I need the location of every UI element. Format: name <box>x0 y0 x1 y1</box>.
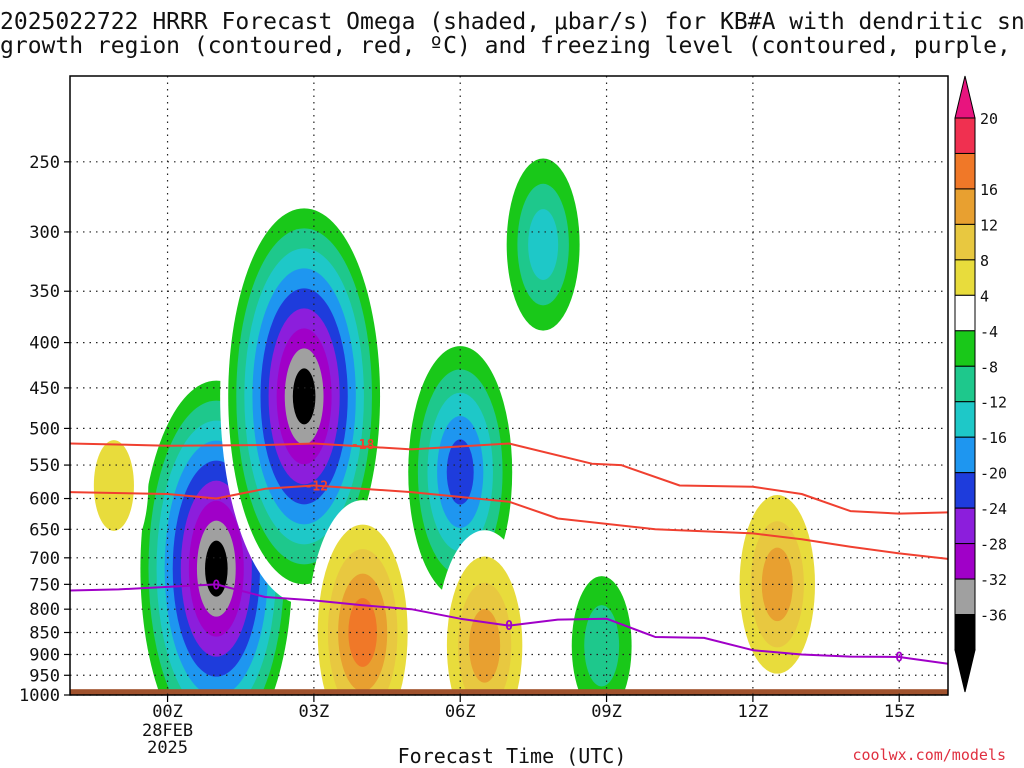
omega-shading <box>79 133 827 695</box>
omega-band <box>205 540 228 597</box>
x-tick-sublabel: 28FEB <box>142 721 193 741</box>
x-tick-label: 06Z <box>445 702 476 722</box>
omega-band <box>528 209 559 281</box>
colorbar-band <box>954 472 976 509</box>
colorbar-label: -32 <box>980 571 1007 589</box>
colorbar-label: -4 <box>980 323 998 341</box>
omega-region-descent-mid-6z <box>398 322 522 622</box>
omega-band <box>446 439 474 505</box>
x-tick-label: 12Z <box>738 702 769 722</box>
colorbar-band <box>954 188 976 225</box>
colorbar-label: -36 <box>980 607 1007 625</box>
colorbar-label: -16 <box>980 429 1007 447</box>
colorbar-band <box>954 543 976 580</box>
omega-band <box>292 368 316 425</box>
x-axis-label: Forecast Time (UTC) <box>397 744 627 768</box>
omega-region-descent-upper-8z <box>495 133 591 356</box>
contour-line--12 <box>70 484 948 560</box>
y-tick-label: 300 <box>29 223 60 243</box>
colorbar-band <box>954 294 976 332</box>
colorbar-label: -20 <box>980 465 1007 483</box>
colorbar-over-triangle <box>954 75 976 119</box>
colorbar-band <box>954 614 976 651</box>
colorbar-band <box>954 259 976 296</box>
contour-label: 0 <box>212 578 220 593</box>
contour-label: 0 <box>505 619 513 634</box>
y-tick-label: 850 <box>29 623 60 643</box>
colorbar-label: -28 <box>980 536 1007 554</box>
y-tick-label: 250 <box>29 153 60 173</box>
y-tick-label: 750 <box>29 575 60 595</box>
colorbar-label: -8 <box>980 358 998 376</box>
x-tick-label: 03Z <box>299 702 330 722</box>
omega-band <box>93 440 134 531</box>
surface-ground <box>70 689 948 695</box>
contour-label: -12 <box>305 479 328 494</box>
contour-line-0 <box>70 583 948 665</box>
colorbar-label: 4 <box>980 287 989 305</box>
x-tick-sublabel: 2025 <box>147 738 188 758</box>
y-tick-label: 600 <box>29 490 60 510</box>
chart-title-line-1: 2025022722 HRRR Forecast Omega (shaded, … <box>0 9 1024 35</box>
y-tick-label: 400 <box>29 334 60 354</box>
contour-label: -18 <box>351 438 375 453</box>
colorbar-band <box>954 223 976 261</box>
colorbar-under-triangle <box>954 649 976 693</box>
colorbar-label: -12 <box>980 394 1007 412</box>
omega-band <box>469 609 501 683</box>
chart-title-line-2: growth region (contoured, red, ºC) and f… <box>0 33 1024 59</box>
colorbar-band <box>954 578 976 616</box>
colorbar-band <box>954 436 976 474</box>
y-tick-label: 1000 <box>19 686 60 706</box>
colorbar-label: -24 <box>980 500 1007 518</box>
y-tick-label: 700 <box>29 549 60 569</box>
y-tick-label: 350 <box>29 282 60 302</box>
omega-band <box>761 547 793 622</box>
colorbar-band <box>954 117 976 154</box>
contour-labels: -18 -12 0 0 0 <box>212 438 903 666</box>
omega-band <box>584 605 620 687</box>
y-axis: 2503003504004505005506006507007508008509… <box>19 153 70 706</box>
omega-region-ascent-3z-low <box>307 500 418 695</box>
y-tick-label: 550 <box>29 456 60 476</box>
colorbar-band <box>954 152 976 190</box>
colorbar-band <box>954 401 976 438</box>
x-tick-label: 00Z <box>152 702 183 722</box>
contour-lines <box>70 442 948 665</box>
omega-region-ascent-12z <box>728 468 827 695</box>
y-tick-label: 500 <box>29 419 60 439</box>
y-tick-label: 450 <box>29 379 60 399</box>
omega-region-ascent-left <box>79 407 149 564</box>
x-tick-label: 15Z <box>884 702 915 722</box>
colorbar-band <box>954 507 976 545</box>
y-tick-label: 800 <box>29 600 60 620</box>
colorbar-band <box>954 365 976 403</box>
contour-label: 0 <box>895 651 903 666</box>
x-tick-label: 09Z <box>591 702 622 722</box>
colorbar-band <box>954 330 976 367</box>
colorbar-label: 8 <box>980 252 989 270</box>
contour-line--18 <box>70 442 948 515</box>
y-tick-label: 900 <box>29 645 60 665</box>
colorbar: 20 16 12 8 4 -4 -8 -12 -16 -20 -24 -28 -32 -36 <box>954 75 1007 693</box>
omega-region-descent-core-2 <box>220 188 389 605</box>
y-tick-label: 950 <box>29 666 60 686</box>
omega-region-ascent-6z-low <box>435 530 534 695</box>
credit-label: coolwx.com/models <box>852 746 1006 764</box>
plot-frame <box>69 75 949 696</box>
colorbar-label: 20 <box>980 110 998 128</box>
y-tick-label: 650 <box>29 520 60 540</box>
colorbar-label: 12 <box>980 216 998 234</box>
colorbar-label: 16 <box>980 181 998 199</box>
